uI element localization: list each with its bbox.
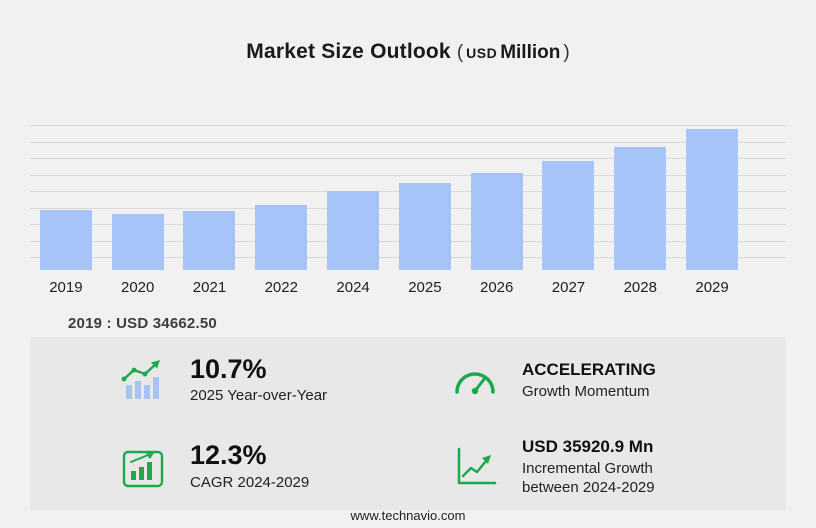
x-axis-label: 2027	[551, 279, 586, 296]
bar-group	[461, 125, 533, 270]
x-axis-label: 2020	[121, 279, 155, 296]
x-axis-label: 2028	[623, 279, 657, 296]
base-year-note: 2019 : USD 34662.50	[68, 315, 217, 332]
incremental-value: USD 35920.9 Mn	[522, 436, 654, 456]
bar-group	[102, 125, 174, 270]
incremental-label-line1: Incremental Growth	[522, 460, 653, 478]
x-axis-label: 2022	[264, 279, 298, 296]
x-axis-label: 2025	[408, 279, 442, 296]
unit-word: Million	[500, 42, 561, 63]
gridline	[30, 125, 786, 126]
yoy-value: 10.7%	[190, 353, 267, 384]
plot-area	[30, 125, 786, 270]
speedometer-icon	[448, 361, 502, 399]
bar-chart: 2019 2020 2021 2022 2024 2025 2026 2027 2028 2029	[30, 125, 786, 296]
gridline	[30, 158, 786, 159]
bar-2020	[111, 214, 164, 270]
bar-group	[317, 125, 389, 270]
stat-momentum: ACCELERATING Growth Momentum	[448, 359, 786, 402]
bar-2026	[470, 173, 523, 270]
gridline	[30, 141, 786, 143]
x-axis-label: 2029	[695, 279, 729, 296]
bar-group	[533, 125, 605, 270]
bar-group	[676, 125, 748, 270]
bar-2025	[398, 182, 451, 270]
chart-header: Market Size Outlook(USD Million)	[0, 40, 816, 64]
bar-2028	[614, 146, 667, 270]
stat-yoy: 10.7% 2025 Year-over-Year	[116, 353, 408, 406]
stat-incremental: USD 35920.9 Mn Incremental Growth betwee…	[448, 436, 786, 498]
footer-url: www.technavio.com	[350, 508, 466, 523]
cagr-label: CAGR 2024-2029	[190, 473, 310, 491]
bar-2029	[686, 129, 739, 270]
bar-group	[245, 125, 317, 270]
cagr-chart-icon	[116, 443, 170, 491]
gridline	[30, 174, 786, 176]
bar-2027	[542, 161, 595, 270]
unit-open-paren: (	[456, 42, 464, 63]
x-axis: 2019 2020 2021 2022 2024 2025 2026 2027 2028 2029	[30, 279, 748, 296]
bar-2024	[327, 191, 380, 270]
x-axis-label: 2021	[192, 279, 227, 296]
bar-2021	[183, 210, 236, 270]
bar-group	[389, 125, 461, 270]
growth-bars-icon	[116, 355, 170, 405]
x-axis-label: 2019	[49, 279, 83, 296]
bar-2022	[255, 204, 308, 270]
cagr-value: 12.3%	[190, 440, 267, 471]
momentum-label: Growth Momentum	[522, 383, 650, 400]
unit-currency: USD	[466, 45, 498, 61]
x-axis-label: 2024	[336, 279, 370, 296]
incremental-label-line2: between 2024-2029	[522, 478, 655, 496]
bar-2019	[39, 210, 92, 270]
incremental-growth-icon	[448, 443, 502, 491]
title-unit: (USD Million)	[457, 42, 570, 63]
bar-group	[604, 125, 676, 270]
bars-container	[30, 125, 748, 270]
x-axis-label: 2026	[479, 279, 514, 296]
page-title: Market Size Outlook	[246, 40, 451, 63]
bar-group	[174, 125, 246, 270]
unit-close-paren: )	[563, 42, 570, 63]
stat-cagr: 12.3% CAGR 2024-2029	[116, 440, 408, 492]
momentum-value: ACCELERATING	[522, 359, 656, 379]
bar-group	[30, 125, 102, 270]
yoy-label: 2025 Year-over-Year	[190, 387, 328, 405]
stats-panel: 10.7% 2025 Year-over-Year ACCELERATING G…	[30, 337, 786, 510]
